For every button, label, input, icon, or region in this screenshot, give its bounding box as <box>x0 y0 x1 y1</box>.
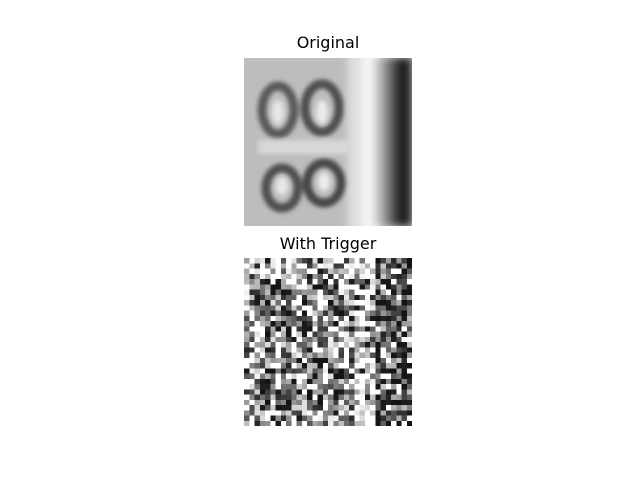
original-title: Original <box>296 33 360 52</box>
original-image <box>244 58 412 226</box>
with-trigger-image <box>244 258 412 426</box>
with-trigger-title: With Trigger <box>279 234 377 253</box>
